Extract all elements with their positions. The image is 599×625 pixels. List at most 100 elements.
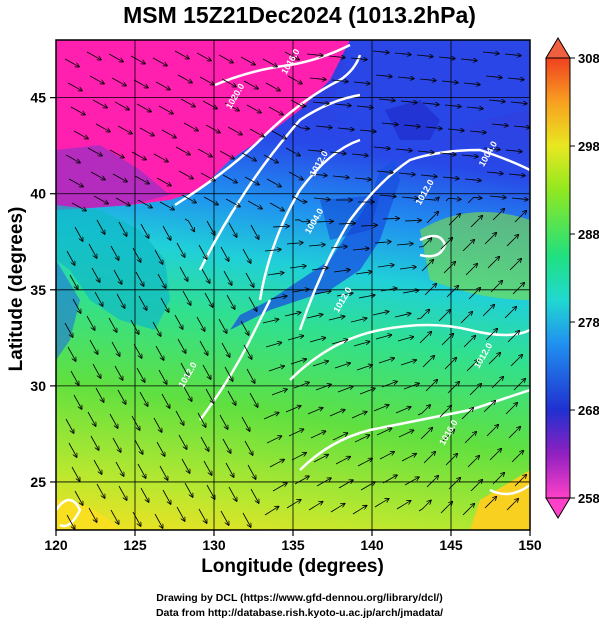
wind-arrow bbox=[202, 364, 211, 379]
wind-arrow bbox=[447, 382, 459, 394]
wind-arrow bbox=[372, 51, 389, 53]
wind-arrow bbox=[64, 58, 79, 67]
wind-arrow bbox=[401, 197, 418, 199]
wind-arrow bbox=[95, 387, 104, 402]
wind-arrow bbox=[205, 388, 214, 403]
x-tick-label: 135 bbox=[281, 537, 305, 553]
wind-arrow bbox=[285, 406, 301, 413]
wind-arrow bbox=[354, 435, 369, 443]
wind-arrow bbox=[250, 224, 259, 239]
wind-arrow bbox=[182, 290, 191, 305]
wind-arrow bbox=[200, 172, 215, 181]
wind-arrow bbox=[508, 174, 525, 176]
wind-arrow bbox=[426, 476, 438, 488]
wind-arrow bbox=[335, 457, 350, 465]
wind-arrow bbox=[489, 449, 501, 461]
wind-arrow bbox=[87, 411, 96, 426]
wind-arrow bbox=[329, 152, 346, 154]
wind-arrow bbox=[93, 459, 102, 474]
wind-arrow bbox=[197, 148, 212, 157]
wind-arrow bbox=[134, 175, 149, 184]
wind-arrow bbox=[181, 194, 196, 203]
wind-arrow bbox=[444, 105, 461, 107]
x-tick-label: 125 bbox=[123, 537, 147, 553]
wind-arrow bbox=[425, 127, 442, 129]
wind-arrow bbox=[73, 130, 88, 139]
wind-arrow bbox=[88, 243, 97, 258]
wind-arrow bbox=[111, 77, 126, 86]
wind-arrow bbox=[73, 394, 82, 409]
wind-arrow bbox=[86, 315, 95, 330]
colorbar: 258 268 278 288 298 308 bbox=[545, 37, 599, 519]
wind-arrow bbox=[110, 245, 119, 260]
wind-arrow bbox=[460, 312, 472, 324]
wind-arrow bbox=[175, 410, 184, 425]
wind-arrow bbox=[287, 75, 302, 84]
wind-arrow bbox=[470, 216, 482, 228]
wind-arrow bbox=[376, 428, 392, 436]
wind-arrow bbox=[513, 126, 530, 128]
wind-arrow bbox=[269, 202, 284, 211]
wind-arrow bbox=[350, 318, 367, 323]
wind-arrow bbox=[269, 460, 284, 468]
x-tick-label: 130 bbox=[202, 537, 226, 553]
wind-arrow bbox=[270, 296, 287, 300]
wind-arrow bbox=[152, 321, 161, 336]
wind-arrow bbox=[416, 55, 433, 57]
wind-arrow bbox=[438, 310, 450, 322]
wind-arrow bbox=[504, 307, 516, 319]
wind-arrow bbox=[373, 147, 390, 149]
wind-arrow bbox=[138, 295, 147, 310]
wind-arrow bbox=[202, 100, 217, 109]
wind-arrow bbox=[154, 249, 163, 264]
wind-arrow bbox=[112, 173, 127, 182]
wind-arrow bbox=[65, 418, 74, 433]
wind-arrow bbox=[222, 174, 237, 183]
wind-arrow bbox=[400, 360, 416, 366]
wind-arrow bbox=[108, 53, 123, 62]
wind-arrow bbox=[131, 151, 146, 160]
wind-arrow bbox=[313, 198, 330, 200]
wind-arrow bbox=[93, 195, 108, 204]
wind-arrow bbox=[140, 223, 149, 238]
wind-arrow bbox=[244, 176, 259, 185]
wind-arrow bbox=[333, 270, 350, 272]
wind-arrow bbox=[219, 414, 228, 429]
wind-arrow bbox=[291, 453, 306, 461]
wind-arrow bbox=[70, 370, 79, 385]
y-tick-label: 25 bbox=[30, 474, 46, 490]
wind-arrow bbox=[225, 198, 240, 207]
wind-arrow bbox=[442, 177, 459, 179]
wind-arrow bbox=[198, 508, 207, 523]
wind-arrow bbox=[140, 487, 149, 502]
wind-arrow bbox=[176, 506, 185, 521]
wind-arrow bbox=[394, 313, 411, 318]
wind-arrow bbox=[196, 52, 211, 61]
wind-arrow bbox=[420, 428, 432, 440]
wind-arrow bbox=[394, 53, 411, 55]
wind-arrow bbox=[133, 343, 142, 358]
wind-arrow bbox=[177, 338, 186, 353]
wind-arrow bbox=[284, 51, 299, 60]
wind-arrow bbox=[466, 360, 478, 372]
wind-arrow bbox=[312, 361, 328, 367]
wind-arrow bbox=[442, 430, 454, 442]
wind-arrow bbox=[375, 75, 392, 77]
wind-arrow bbox=[286, 500, 301, 509]
wind-arrow bbox=[64, 322, 73, 337]
wind-arrow bbox=[482, 305, 494, 317]
wind-arrow bbox=[376, 171, 393, 173]
wind-arrow bbox=[271, 130, 286, 139]
wind-arrow bbox=[94, 291, 103, 306]
wind-arrow bbox=[242, 248, 251, 263]
wind-arrow bbox=[306, 314, 323, 319]
wind-arrow bbox=[66, 514, 75, 529]
wind-arrow bbox=[487, 257, 499, 269]
wind-arrow bbox=[109, 149, 124, 158]
wind-arrow bbox=[356, 365, 372, 371]
wind-arrow bbox=[224, 102, 239, 111]
wind-arrow bbox=[113, 269, 122, 284]
wind-arrow bbox=[483, 401, 495, 413]
wind-arrow bbox=[218, 54, 233, 63]
wind-arrow bbox=[227, 390, 236, 405]
